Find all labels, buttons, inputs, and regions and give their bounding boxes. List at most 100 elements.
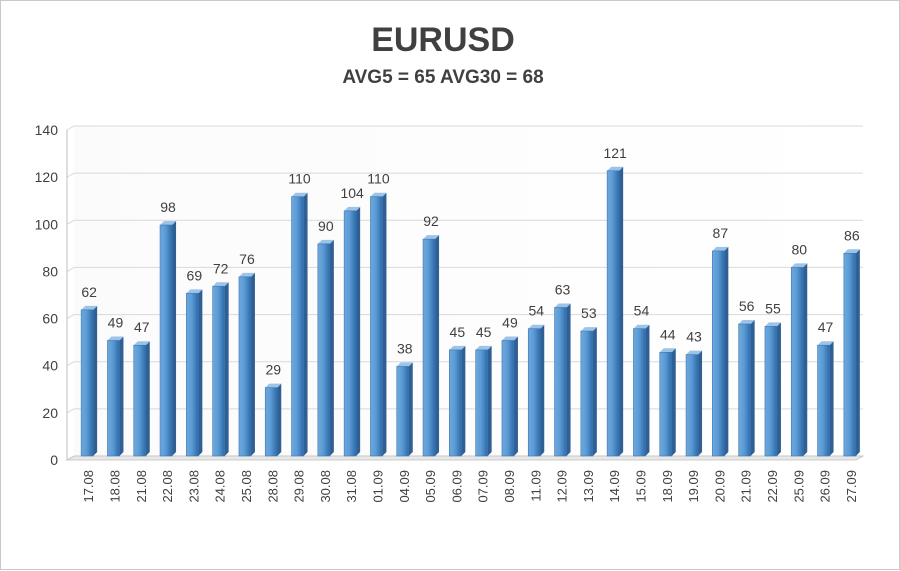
bar-14.09 [606,166,624,457]
data-label: 87 [713,225,729,241]
bar [133,344,147,457]
bar [396,366,410,457]
bar [633,328,646,457]
bar-side [303,192,308,456]
bar-top [370,192,387,197]
bar-12.09 [554,303,571,457]
bar [817,344,830,457]
bar-28.08 [264,383,282,457]
data-label: 47 [134,319,150,335]
bar [238,276,252,457]
bar-top [265,383,282,388]
x-tick-label: 12.09 [555,470,570,503]
data-label: 62 [81,284,97,300]
gridline-side [66,314,75,320]
bar-side [198,289,203,456]
bar-side [461,345,466,456]
bar [317,243,331,457]
bar-side [619,166,624,457]
chart-floor [65,455,865,461]
bar-side [145,341,150,456]
x-tick-label: 27.09 [844,470,859,503]
bar-30.08 [317,239,334,457]
bar-side [750,320,755,456]
bar-13.09 [580,327,597,457]
data-label: 45 [476,324,492,340]
data-label: 63 [555,282,571,298]
bar [343,210,357,457]
data-label: 56 [739,298,755,314]
bar-side [172,221,177,456]
bar [370,196,383,457]
bar-side [724,246,729,456]
bar-top [344,206,361,211]
bar-side [855,249,860,456]
bar-07.09 [475,345,492,457]
bar [422,238,436,457]
x-tick-label: 31.08 [344,470,359,503]
data-label: 54 [528,303,544,319]
x-tick-label: 18.08 [107,470,122,503]
x-tick-label: 13.09 [581,470,596,503]
bar [790,267,804,457]
bar-17.08 [80,305,98,457]
bar-top [554,303,571,308]
bar-top [659,348,676,353]
bar-side [356,206,361,456]
bar [159,224,173,457]
x-tick-label: 15.09 [633,470,648,503]
bar-top [501,336,518,341]
bar [659,351,673,457]
y-axis: 0 20 40 60 80 100 120 140 [35,122,865,468]
data-label: 47 [818,319,834,335]
bar [527,328,541,457]
bar [501,340,515,457]
bar-29.08 [291,192,308,457]
bar-22.08 [159,221,177,457]
x-tick-label: 08.09 [502,470,517,503]
y-tick-label: 20 [42,405,58,421]
bar-side [408,362,413,456]
bar-side [119,336,124,456]
data-label: 29 [265,362,281,378]
x-tick-label: 11.09 [528,470,543,502]
bar-side [592,327,597,456]
bar [764,326,778,457]
x-tick-label: 01.09 [370,470,385,503]
bar-05.09 [422,235,440,457]
bar-top [449,345,466,350]
data-label: 43 [686,329,702,345]
gridline-side [66,219,75,225]
data-label: 45 [450,324,466,340]
data-label: 49 [502,315,518,331]
data-label: 38 [397,340,413,356]
gridline-side [66,125,75,131]
gridline-side [66,266,75,272]
gridline-side [66,361,75,367]
bar-top [712,246,729,251]
y-tick-label: 40 [42,358,58,374]
bar-top [291,192,308,197]
bar-15.09 [633,324,650,457]
bar-top [423,235,440,240]
data-label: 121 [603,145,627,161]
bar [107,340,120,457]
x-tick-label: 29.08 [292,470,307,503]
bar-top [238,272,255,277]
bar-side [93,305,98,456]
bar-top [580,327,597,332]
bar-top [764,322,781,327]
bar-side [382,192,387,456]
bar-top [81,305,98,310]
y-tick-label: 120 [35,169,59,185]
bar-side [277,383,282,456]
bar-side [224,282,229,456]
bar-20.09 [712,246,729,457]
x-tick-label: 19.09 [686,470,701,503]
grid-lines [66,125,863,461]
bar [80,309,94,457]
bar-top [607,166,624,171]
bar [738,323,751,457]
